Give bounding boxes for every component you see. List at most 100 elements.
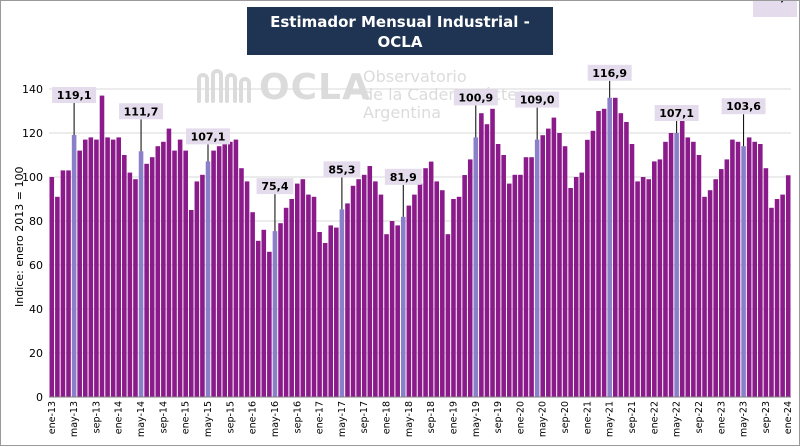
annotation-box [515,91,560,108]
x-tick-label: sep-23 [761,401,772,433]
bar [679,119,685,398]
bar [350,185,356,397]
bar [473,137,479,397]
bar [445,234,451,397]
annotation-label: 111,7 [124,105,159,118]
bar [306,194,311,397]
bar [300,179,306,397]
bar [105,137,110,397]
bar [585,139,590,397]
bar [328,225,334,397]
bar [495,144,501,397]
x-tick-label: sep-22 [694,401,705,433]
x-tick-label: ene-24 [783,401,794,434]
bar [412,194,417,397]
annotation-label: 119,1 [57,89,92,102]
annotation-box [721,98,766,115]
x-tick-label: ene-13 [47,401,58,434]
bar [674,133,679,397]
bar [780,194,785,397]
bar [49,177,55,397]
x-tick-label: may-13 [69,401,80,437]
bar [724,159,730,397]
bar [334,227,339,397]
bar [161,141,166,397]
x-tick-label: sep-18 [426,401,437,433]
bar [417,183,423,397]
x-tick-label: ene-23 [716,401,727,434]
annotation-box [119,103,164,120]
bar [774,199,780,397]
bar [640,177,646,397]
bar [635,181,640,397]
bar [389,221,395,397]
bar [345,203,350,397]
bar [278,223,283,397]
bar [618,113,624,397]
bar [183,150,188,397]
bar [177,139,183,397]
ocla-logo-icon [197,69,251,103]
y-tick-label: 140 [22,83,43,96]
bar [60,170,66,397]
bar [568,188,573,397]
watermark-line-1: Observatorio [363,67,467,86]
bar [138,151,144,397]
x-tick-label: sep-15 [225,401,236,433]
bar [222,144,228,397]
bar [322,243,328,397]
x-tick-label: may-16 [270,401,281,437]
bar [99,95,105,397]
chart-title: Estimador Mensual Industrial - OCLA [270,13,530,51]
bar [451,199,456,397]
bar [546,128,551,397]
bar [696,155,702,397]
chart-subtitle: - Base Enero 2013 = 100 - [320,54,480,68]
annotation-box [587,64,632,81]
bar [406,205,412,397]
annotation-box [654,105,699,121]
annotation-label: 100,8 [758,1,793,4]
bar [479,113,484,397]
bar [239,168,244,397]
bar [663,141,668,397]
bar [144,163,149,397]
x-tick-label: ene-16 [248,401,259,434]
bar [540,135,546,397]
bar [668,133,674,397]
bar [395,225,400,397]
bar [741,146,746,397]
watermark-line-3: Argentina [363,103,442,122]
x-tick-label: ene-20 [515,401,526,434]
bar [707,190,713,397]
x-tick-label: sep-21 [627,401,638,433]
annotation-box [323,161,361,178]
x-tick-label: may-14 [136,401,147,437]
y-tick-label: 60 [29,259,43,272]
bar [652,161,657,397]
annotation-box [753,1,797,17]
annotation-label: 75,4 [261,180,288,193]
y-tick-label: 80 [29,215,43,228]
annotation-box [453,89,498,106]
annotation-label: 116,9 [592,67,627,80]
bar [94,139,99,397]
x-tick-label: may-17 [337,401,348,437]
bar [501,155,506,397]
annotation-box [384,168,422,185]
y-tick-label: 40 [29,303,43,316]
bar [133,179,138,397]
bar [763,168,769,397]
bar [267,251,272,397]
bar [629,144,635,397]
x-tick-label: ene-18 [382,401,393,434]
bar [523,157,529,397]
bar [512,174,518,397]
bar [244,181,250,397]
bar [713,179,718,397]
bar [590,130,596,398]
bar [730,139,735,397]
bar [746,137,752,397]
bar [228,141,233,397]
